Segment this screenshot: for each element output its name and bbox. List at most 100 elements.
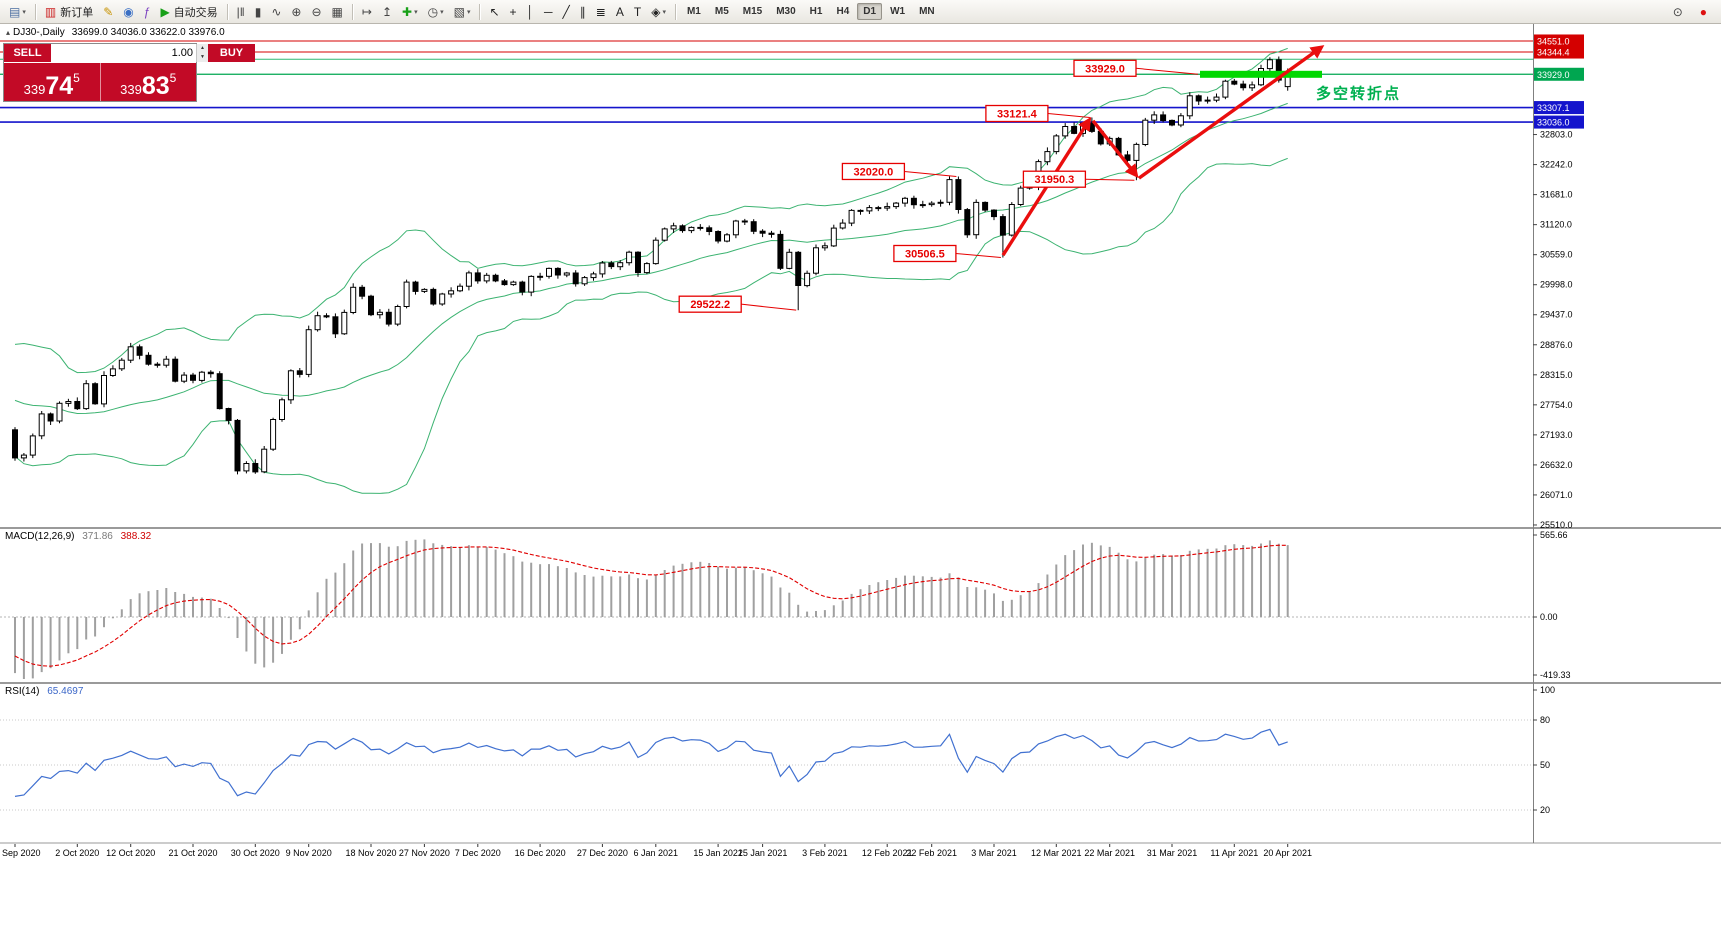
volume-field: ▲ ▼ (51, 44, 208, 62)
chart-shift-icon-glyph: ↥ (381, 4, 393, 19)
sell-price-button[interactable]: 339 74 5 (4, 63, 100, 101)
svg-text:34551.0: 34551.0 (1537, 36, 1570, 46)
tf-w1[interactable]: W1 (890, 6, 906, 17)
shapes-icon-caret[interactable]: ▾ (662, 8, 666, 16)
autotrading-button[interactable]: ▶ 自动交易 (156, 2, 221, 22)
new-order-button[interactable]: ▥ 新订单 (41, 2, 97, 22)
svg-text:20: 20 (1540, 805, 1550, 815)
svg-text:80: 80 (1540, 715, 1550, 725)
rsi-indicator-label: RSI(14) 65.4697 (5, 686, 83, 697)
templates-button[interactable]: ▧ ▾ (450, 2, 475, 22)
label-icon[interactable]: T (630, 2, 645, 22)
indicators-button[interactable]: ✚ ▾ (398, 2, 422, 22)
text-icon[interactable]: A (612, 2, 628, 22)
svg-text:11 Apr 2021: 11 Apr 2021 (1210, 848, 1258, 858)
price-annotation-32020.0[interactable]: 32020.0 (841, 162, 957, 181)
new-chart-button-caret[interactable]: ▾ (22, 8, 26, 16)
tf-m30[interactable]: M30 (776, 6, 796, 17)
zoom-in-icon[interactable]: ⊕ (287, 2, 305, 22)
svg-text:32803.0: 32803.0 (1540, 130, 1573, 140)
trend-arrow-2[interactable] (1091, 119, 1139, 179)
chart-shift-icon[interactable]: ↥ (378, 2, 396, 22)
templates-button-glyph: ▧ (453, 4, 465, 19)
buy-price-prefix: 339 (120, 82, 142, 97)
cursor-icon[interactable]: ↖ (485, 2, 503, 22)
autotrading-button-label: 自动交易 (173, 6, 218, 19)
channel-icon[interactable]: ∥ (576, 2, 590, 22)
volume-up-button[interactable]: ▲ (197, 44, 208, 53)
svg-text:-419.33: -419.33 (1540, 670, 1571, 680)
sell-button[interactable]: SELL (4, 44, 51, 62)
macd-signal-line (14, 544, 1288, 667)
toolbar-right-group: ⊙ ● (1668, 2, 1717, 22)
horizontal-line-icon[interactable]: ─ (540, 2, 557, 22)
layouts-icon[interactable]: ◉ (119, 2, 137, 22)
svg-text:3 Feb 2021: 3 Feb 2021 (802, 848, 848, 858)
templates-button-caret[interactable]: ▾ (466, 8, 471, 16)
svg-text:100: 100 (1540, 685, 1555, 695)
zoom-out-icon[interactable]: ⊖ (307, 2, 325, 22)
tf-mn[interactable]: MN (919, 6, 935, 17)
search-icon[interactable]: ⊙ (1669, 2, 1687, 22)
svg-text:6 Jan 2021: 6 Jan 2021 (634, 848, 679, 858)
tf-h4[interactable]: H4 (836, 6, 850, 17)
buy-button[interactable]: BUY (208, 44, 255, 62)
chart-symbol-label: ▴ DJ30-,Daily 33699.0 34036.0 33622.0 3397… (6, 27, 225, 38)
metaeditor-icon[interactable]: ✎ (99, 2, 117, 22)
svg-text:33121.4: 33121.4 (997, 109, 1038, 121)
tf-m1[interactable]: M1 (686, 6, 701, 17)
svg-text:16 Dec 2020: 16 Dec 2020 (515, 848, 566, 858)
strategy-tester-icon[interactable]: ƒ (140, 2, 155, 22)
svg-text:33036.0: 33036.0 (1537, 118, 1570, 128)
note-text[interactable]: 多空转折点 (1316, 84, 1401, 102)
shapes-icon[interactable]: ◈ ▾ (647, 2, 670, 22)
tf-h1[interactable]: H1 (809, 6, 823, 17)
toolbar-separator (34, 3, 36, 20)
periods-button-caret[interactable]: ▾ (440, 8, 444, 16)
tile-windows-icon[interactable]: ▦ (328, 2, 347, 22)
trend-arrow-3[interactable] (1138, 45, 1325, 180)
sell-price-big: 74 (45, 71, 74, 100)
svg-text:565.66: 565.66 (1540, 530, 1568, 540)
price-annotation-33929.0[interactable]: 33929.0 (1073, 59, 1199, 77)
periods-button[interactable]: ◷ ▾ (424, 2, 448, 22)
bollinger-middle (14, 102, 1288, 415)
volume-input[interactable] (51, 44, 196, 62)
fibonacci-icon[interactable]: ≣ (592, 2, 610, 22)
resistance-zone[interactable] (1200, 70, 1322, 78)
auto-scroll-icon[interactable]: ↦ (358, 2, 376, 22)
svg-text:28315.0: 28315.0 (1540, 370, 1573, 380)
svg-text:29998.0: 29998.0 (1540, 280, 1573, 290)
status-icon[interactable]: ● (1696, 2, 1711, 22)
tf-m15[interactable]: M15 (742, 6, 763, 17)
search-icon-glyph: ⊙ (1672, 4, 1683, 19)
candlestick-chart-icon[interactable]: ▮ (251, 2, 266, 22)
price-annotation-31950.3[interactable]: 31950.3 (1022, 170, 1135, 188)
price-annotation-30506.5[interactable]: 30506.5 (893, 244, 1001, 263)
tf-d1[interactable]: D1 (857, 3, 883, 20)
rsi-value: 65.4697 (47, 686, 84, 697)
bar-chart-icon-glyph: |‖ (236, 4, 245, 19)
svg-text:27193.0: 27193.0 (1540, 430, 1573, 440)
price-annotation-29522.2[interactable]: 29522.2 (678, 295, 797, 313)
volume-down-button[interactable]: ▼ (197, 53, 208, 62)
indicators-button-caret[interactable]: ▾ (414, 8, 418, 16)
bar-chart-icon[interactable]: |‖ (233, 2, 249, 22)
svg-text:15 Jan 2021: 15 Jan 2021 (693, 848, 743, 858)
crosshair-icon[interactable]: + (506, 2, 521, 22)
tf-m5[interactable]: M5 (714, 6, 729, 17)
buy-price-button[interactable]: 339 83 5 (99, 63, 196, 101)
metaeditor-icon-glyph: ✎ (103, 4, 114, 19)
macd-name: MACD(12,26,9) (5, 531, 75, 542)
svg-text:33307.1: 33307.1 (1537, 103, 1570, 113)
channel-icon-glyph: ∥ (579, 4, 586, 19)
new-chart-button[interactable]: ▤ ▾ (5, 2, 30, 22)
vertical-line-icon[interactable]: │ (523, 2, 539, 22)
toolbar-separator (674, 3, 676, 20)
line-chart-icon[interactable]: ∿ (267, 2, 285, 22)
svg-text:27754.0: 27754.0 (1540, 400, 1573, 410)
price-annotation-33121.4[interactable]: 33121.4 (985, 104, 1090, 123)
trendline-icon[interactable]: ╱ (559, 2, 574, 22)
